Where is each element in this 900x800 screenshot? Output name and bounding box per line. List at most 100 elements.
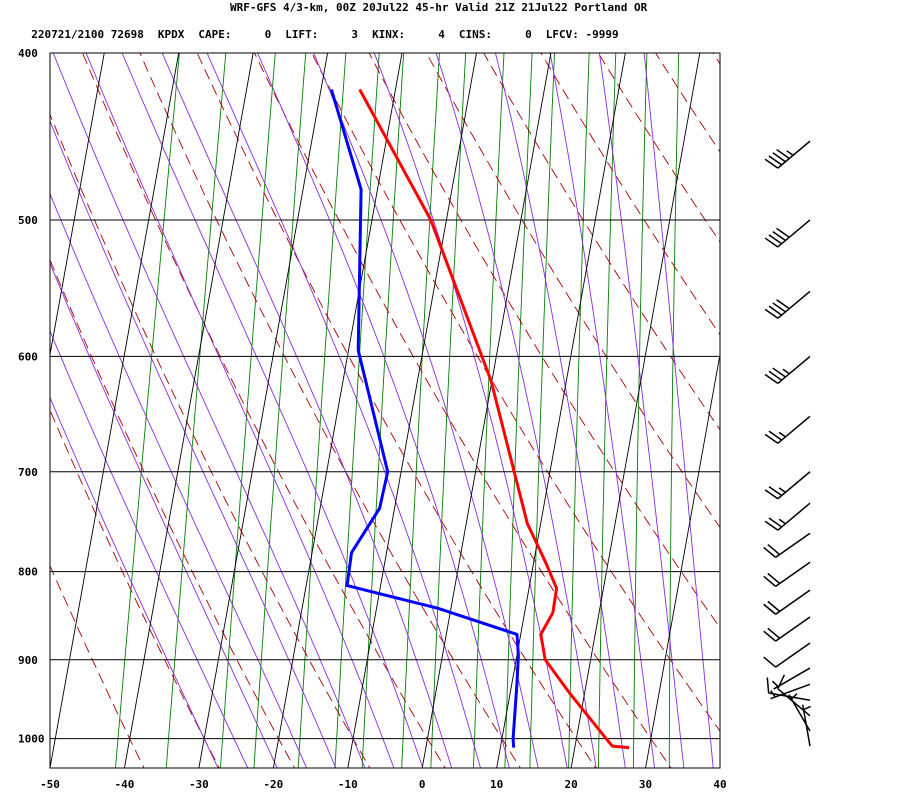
y-tick-label: 700 xyxy=(18,466,38,479)
moist-adiabat-line xyxy=(435,53,597,768)
moist-adiabat-line xyxy=(52,53,366,768)
x-tick-label: -30 xyxy=(189,778,209,791)
wind-barb-half-feather xyxy=(782,368,790,375)
y-tick-label: 1000 xyxy=(18,733,45,746)
cape-index: CAPE: 0 xyxy=(198,28,272,41)
mixing-ratio-line xyxy=(115,53,180,768)
mixing-ratio-line xyxy=(165,53,227,768)
moist-adiabat-line xyxy=(50,396,219,768)
wind-barb-staff xyxy=(777,502,811,531)
y-tick-label: 500 xyxy=(18,214,38,227)
wind-barbs xyxy=(763,140,811,747)
wind-barb-feather xyxy=(768,517,783,528)
wind-barb-feather xyxy=(764,237,779,248)
dry-adiabat-line xyxy=(483,53,720,431)
x-tick-label: -50 xyxy=(40,778,60,791)
wind-barb-feather xyxy=(763,546,777,558)
wind-barb xyxy=(770,683,811,700)
moist-adiabat-line xyxy=(549,53,655,768)
mixing-ratio-line xyxy=(598,53,617,768)
wind-barb xyxy=(764,219,811,248)
moist-adiabat-line xyxy=(206,53,481,768)
isotherm-line xyxy=(570,53,701,768)
station-code: KPDX xyxy=(157,28,185,41)
x-tick-label: 20 xyxy=(564,778,577,791)
wind-barb-feather xyxy=(764,433,779,444)
wind-barb-feather xyxy=(767,600,781,612)
lift-index: LIFT: 3 xyxy=(285,28,359,41)
moist-adiabat-line xyxy=(313,53,539,768)
moist-adiabat-line xyxy=(598,53,685,768)
wind-barb-half-feather xyxy=(778,518,786,525)
temperature-profile xyxy=(358,88,630,750)
dry-adiabat-line xyxy=(50,409,220,768)
mixing-ratio-line xyxy=(504,53,533,768)
wind-barb xyxy=(766,677,811,702)
dry-adiabat-line xyxy=(311,53,720,732)
grid xyxy=(50,52,720,740)
dry-adiabat-line xyxy=(253,53,672,768)
y-tick-label: 800 xyxy=(18,566,38,579)
background-lines xyxy=(50,53,720,768)
wind-barb-half-feather xyxy=(790,693,798,700)
moist-adiabat-line xyxy=(257,53,510,768)
dry-adiabat-line xyxy=(50,258,296,768)
wind-barb-feather xyxy=(764,520,779,531)
x-tick-label: 10 xyxy=(490,778,503,791)
wind-barb xyxy=(764,355,811,385)
wind-barb-feather xyxy=(763,603,777,615)
dry-adiabat-line xyxy=(82,53,446,768)
wind-barb xyxy=(763,589,811,615)
wind-barb-feather xyxy=(768,305,783,316)
x-tick-label: 40 xyxy=(713,778,726,791)
wind-barb-staff xyxy=(770,683,811,700)
mixing-ratio-line xyxy=(632,53,648,768)
cins-index: CINS: 0 xyxy=(458,28,532,41)
moist-adiabat-line xyxy=(643,53,714,768)
wind-barb-staff xyxy=(775,616,811,642)
wind-barb-feather xyxy=(776,148,790,160)
x-tick-label: -20 xyxy=(263,778,283,791)
dry-adiabat-line xyxy=(50,113,371,768)
wind-barb-staff xyxy=(775,589,811,615)
wind-barb-feather xyxy=(768,155,783,166)
tick-labels: 400 500 600 700 800 900 1000 -50 -40 -30 -20 -10 0 10… xyxy=(18,47,727,791)
kinx-index: KINX: 4 xyxy=(372,28,445,41)
lfcv-index: LFCV: -9999 xyxy=(545,28,619,41)
wind-barb-feather xyxy=(763,575,777,587)
wind-barb-staff xyxy=(777,471,811,500)
wind-barb-staff xyxy=(768,692,811,702)
wind-barb-feather xyxy=(764,373,779,385)
moist-adiabat-line xyxy=(50,329,249,768)
wind-barb-half-feather xyxy=(778,487,786,493)
wind-barb-feather xyxy=(776,227,790,238)
wind-barb-feather xyxy=(767,572,781,585)
wind-barb xyxy=(764,415,811,444)
wind-barb-feather xyxy=(767,543,781,556)
wind-barb xyxy=(763,616,811,642)
wind-barb-feather xyxy=(764,158,779,169)
wind-barb-staff xyxy=(773,667,811,690)
wind-barb-feather xyxy=(776,299,790,310)
mixing-ratio-line xyxy=(361,53,405,768)
profiles xyxy=(329,88,630,750)
wind-barb xyxy=(764,471,811,500)
x-tick-label: -40 xyxy=(115,778,135,791)
mixing-ratio-line xyxy=(220,53,276,768)
isotherm-line xyxy=(50,53,180,768)
x-tick-label: 0 xyxy=(419,778,426,791)
wind-barb-half-feather xyxy=(771,680,779,688)
mixing-ratio-line xyxy=(334,53,380,768)
isotherm-line xyxy=(124,53,254,768)
mixing-ratio-line xyxy=(430,53,467,768)
wind-barb-staff xyxy=(775,532,811,558)
isotherm-line xyxy=(645,351,720,768)
mixing-ratio-line xyxy=(529,53,555,768)
y-tick-label: 600 xyxy=(18,350,38,363)
wind-barb xyxy=(763,642,811,668)
moist-adiabat-line xyxy=(50,192,308,768)
wind-barb-feather xyxy=(768,430,783,441)
wind-barb-staff xyxy=(777,415,811,444)
wind-barb-feather xyxy=(768,234,783,245)
wind-barb-feather xyxy=(767,627,781,639)
